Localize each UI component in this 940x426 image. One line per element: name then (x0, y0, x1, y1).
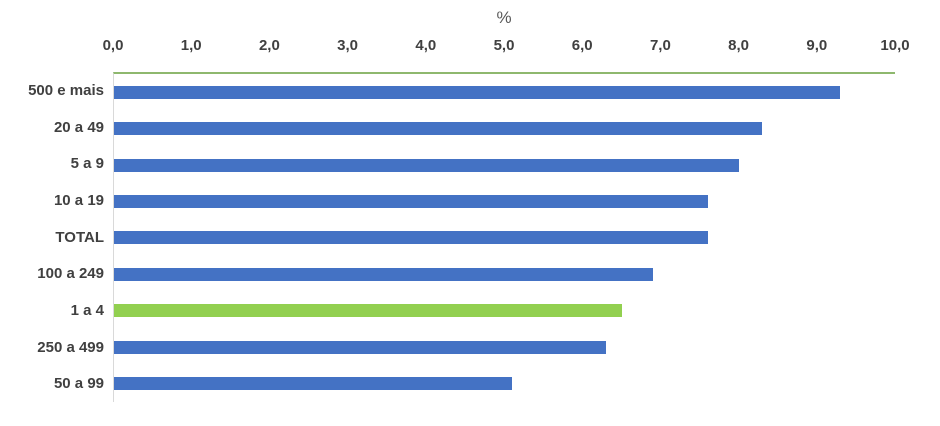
x-axis-title: % (496, 8, 512, 27)
bar (114, 85, 841, 99)
plot-area (113, 72, 895, 402)
category-label: 250 a 499 (37, 338, 104, 356)
bar (114, 267, 653, 281)
bar-row (114, 74, 895, 110)
x-axis-tick-label: 2,0 (258, 37, 280, 54)
x-axis-tick-label: 6,0 (571, 37, 593, 54)
bar (114, 195, 708, 209)
bar-row (114, 110, 895, 146)
bar (114, 158, 739, 172)
x-axis-tick-label: 7,0 (649, 37, 671, 54)
bar (114, 122, 763, 136)
x-axis-tick-label: 4,0 (415, 37, 437, 54)
bar-row (114, 366, 895, 402)
x-axis-tick-label: 0,0 (102, 37, 124, 54)
bar (114, 377, 513, 391)
category-label: 20 a 49 (53, 118, 104, 136)
x-axis-tick-label: 9,0 (806, 37, 828, 54)
category-label: 50 a 99 (53, 375, 104, 393)
x-axis-tick-label: 3,0 (337, 37, 359, 54)
bar-row (114, 256, 895, 292)
category-label: 10 a 19 (53, 191, 104, 209)
bar-row (114, 183, 895, 219)
category-label: TOTAL (55, 228, 104, 246)
category-label: 100 a 249 (37, 265, 104, 283)
bar-row (114, 329, 895, 365)
category-label: 5 a 9 (70, 155, 104, 173)
bar-highlighted (114, 304, 622, 318)
x-axis-tick-label: 10,0 (880, 37, 910, 54)
category-label: 500 e mais (28, 81, 104, 99)
bar-row (114, 293, 895, 329)
bar (114, 231, 708, 245)
x-axis-ticks: 0,0 1,0 2,0 3,0 4,0 5,0 6,0 7,0 8,0 9,0 10,0 (103, 37, 910, 57)
x-axis-tick-label: 8,0 (728, 37, 750, 54)
x-axis-tick-label: 5,0 (493, 37, 515, 54)
category-labels: 500 e mais 20 a 49 5 a 9 10 a 19 TOTAL 100 a … (0, 72, 104, 402)
bar-row (114, 147, 895, 183)
category-label: 1 a 4 (70, 301, 104, 319)
bar (114, 340, 607, 354)
bar-row (114, 220, 895, 256)
x-axis-tick-label: 1,0 (180, 37, 202, 54)
